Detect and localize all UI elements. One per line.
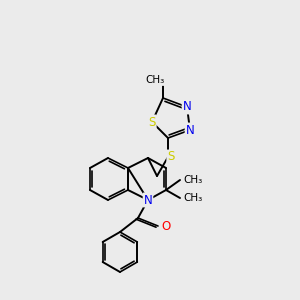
Text: O: O <box>161 220 171 232</box>
Text: CH₃: CH₃ <box>183 193 202 203</box>
Text: S: S <box>167 151 175 164</box>
Text: CH₃: CH₃ <box>146 75 165 85</box>
Text: N: N <box>186 124 194 136</box>
Text: N: N <box>183 100 191 113</box>
Text: N: N <box>144 194 152 206</box>
Text: CH₃: CH₃ <box>183 175 202 185</box>
Text: S: S <box>148 116 156 128</box>
